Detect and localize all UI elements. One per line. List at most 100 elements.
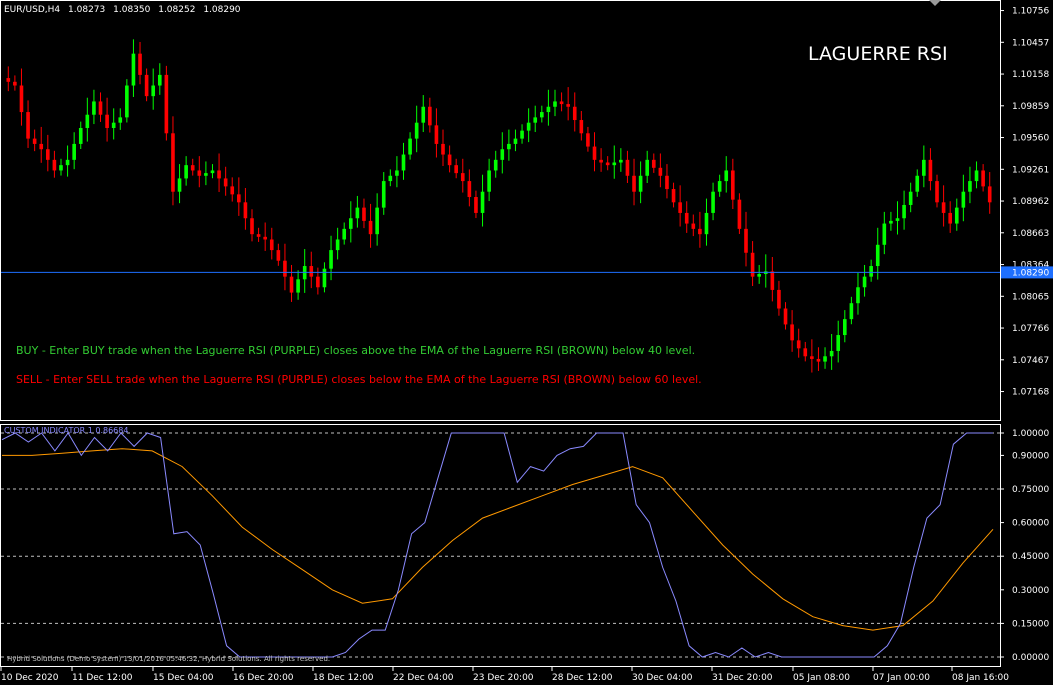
candle-body	[289, 276, 294, 293]
candle-body	[111, 122, 116, 128]
sell-rule-text: SELL - Enter SELL trade when the Laguerr…	[16, 373, 702, 386]
candle-body	[375, 207, 379, 235]
candle-body	[118, 117, 123, 123]
candle-body	[454, 165, 458, 174]
candle-body	[704, 212, 709, 235]
candle-body	[731, 170, 735, 200]
buy-rule-text: BUY - Enter BUY trade when the Laguerre …	[16, 344, 695, 357]
candle-body	[592, 146, 597, 160]
chart-shift-marker[interactable]	[929, 0, 941, 6]
candle-body	[889, 220, 893, 224]
candle-body	[500, 149, 505, 160]
candle-body	[961, 191, 966, 208]
price-tick-label: 1.08962	[1012, 197, 1049, 207]
candle-body	[968, 181, 972, 192]
indicator-tick-label: 0.75000	[1012, 485, 1049, 495]
candle-body	[810, 356, 814, 359]
time-tick-label: 28 Dec 12:00	[552, 673, 613, 683]
candle-body	[59, 165, 63, 171]
candle-body	[507, 143, 511, 150]
price-axis: 1.10756 1.10457 1.10158 1.09859 1.09560 1.092…	[1000, 7, 1049, 398]
candle-body	[421, 106, 426, 123]
candle-body	[987, 186, 992, 203]
candle-body	[98, 101, 103, 115]
candle-body	[520, 130, 524, 139]
candle-body	[428, 106, 432, 126]
candle-body	[546, 106, 551, 113]
candle-body	[493, 159, 498, 171]
current-price-label-bg	[1001, 266, 1053, 279]
candle-body	[296, 279, 300, 293]
candle-body	[316, 276, 320, 288]
candle-body	[941, 202, 946, 213]
price-tick-label: 1.09261	[1012, 165, 1049, 175]
candle-body	[19, 85, 24, 113]
candle-body	[586, 133, 590, 147]
time-axis: 10 Dec 2020 11 Dec 12:00 15 Dec 04:00 16 De…	[0, 667, 1009, 683]
candle-body	[625, 159, 630, 176]
indicator-panel[interactable]	[0, 424, 1001, 667]
footer-copyright: Hybrid Solutions (Demo System) 13/01/201…	[7, 655, 330, 663]
candle-body	[401, 154, 406, 171]
candle-body	[671, 189, 676, 203]
time-tick-label: 11 Dec 12:00	[72, 673, 133, 683]
candle-body	[441, 143, 445, 155]
candle-body	[849, 303, 854, 320]
candle-body	[362, 207, 366, 221]
indicator-tick-label: 1.00000	[1012, 429, 1049, 439]
candle-body	[190, 165, 195, 171]
candle-body	[157, 74, 162, 86]
high-value: 1.08350	[113, 5, 150, 15]
candle-body	[6, 78, 11, 82]
candle-body	[263, 236, 267, 240]
open-value: 1.08273	[68, 5, 105, 15]
candle-body	[434, 125, 439, 144]
candle-body	[164, 74, 169, 134]
candle-body	[474, 197, 478, 213]
candle-body	[645, 159, 650, 176]
candle-body	[823, 356, 827, 362]
candle-body	[513, 138, 518, 144]
candle-body	[770, 271, 775, 290]
price-tick-label: 1.08663	[1012, 229, 1049, 239]
candle-body	[724, 170, 729, 182]
indicator-axis: 1.00000 0.90000 0.75000 0.60000 0.45000 0.300…	[1000, 429, 1049, 663]
candle-body	[395, 170, 399, 176]
candle-body	[368, 220, 373, 235]
candle-body	[684, 212, 689, 224]
candle-body	[335, 239, 340, 251]
candle-body	[52, 159, 57, 171]
time-tick-label: 18 Dec 12:00	[313, 673, 374, 683]
candle-body	[928, 159, 933, 182]
price-panel[interactable]	[0, 0, 1001, 421]
candle-body	[197, 170, 202, 176]
candle-body	[981, 170, 985, 187]
time-tick-label: 16 Dec 20:00	[233, 673, 294, 683]
candle-body	[678, 202, 682, 213]
candle-body	[651, 159, 656, 168]
candle-body	[269, 239, 274, 251]
candle-body	[46, 149, 50, 160]
candle-body	[836, 335, 841, 351]
candle-body	[13, 81, 17, 86]
candle-body	[533, 117, 538, 123]
candle-body	[717, 181, 722, 192]
price-tick-label: 1.10756	[1012, 7, 1049, 17]
candle-body	[559, 101, 564, 105]
candle-body	[72, 143, 76, 160]
candle-body	[381, 181, 386, 208]
candle-body	[737, 199, 742, 229]
candle-body	[882, 223, 887, 245]
candle-body	[39, 143, 44, 150]
candle-body	[131, 53, 136, 86]
candle-body	[632, 175, 636, 192]
price-tick-label: 1.07168	[1012, 388, 1049, 398]
candle-body	[125, 85, 129, 118]
candle-body	[842, 319, 847, 336]
candle-body	[408, 138, 412, 155]
candle-body	[243, 202, 248, 219]
candle-body	[816, 358, 821, 362]
candle-body	[322, 268, 327, 288]
candle-body	[954, 207, 959, 224]
